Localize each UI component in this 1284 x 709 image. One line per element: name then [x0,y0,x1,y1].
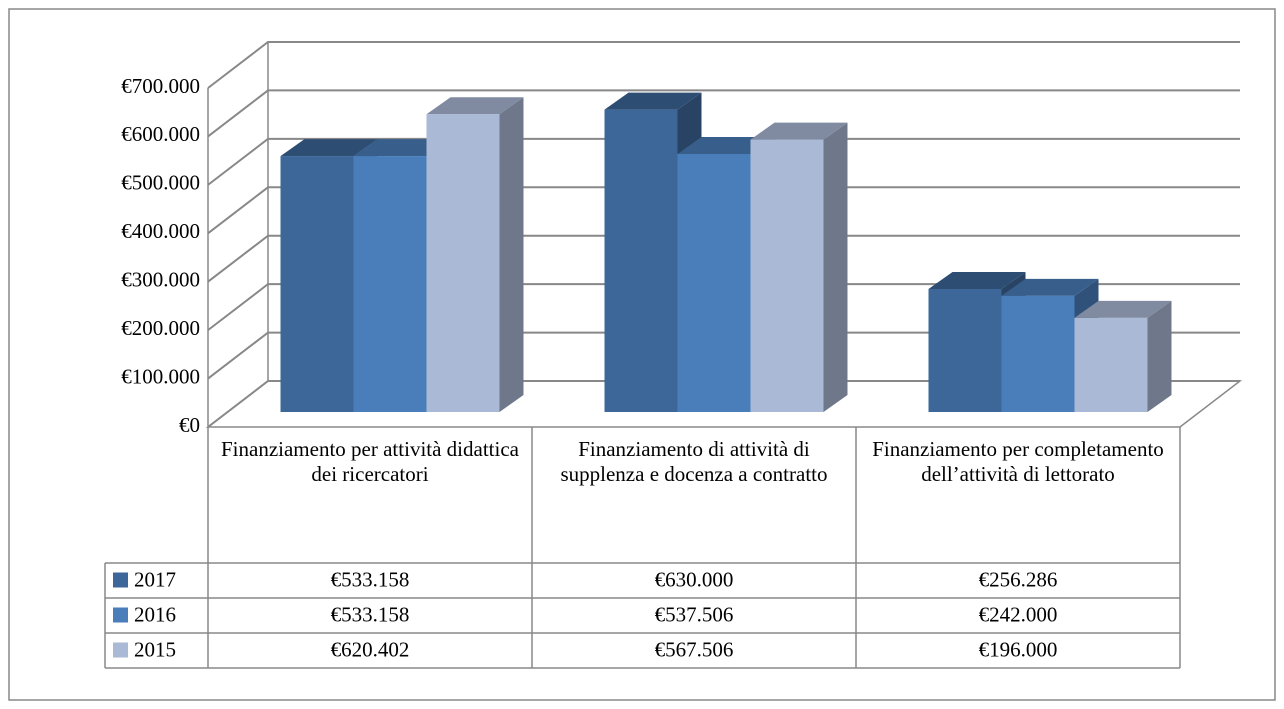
data-label: €533.158 [331,567,410,591]
bar [1001,295,1075,412]
y-tick-label: €500.000 [121,171,200,195]
bar-side [1147,300,1172,412]
legend-label: 2017 [134,567,176,591]
bar [928,288,1002,412]
data-label: €256.286 [979,567,1058,591]
data-label: €567.506 [655,637,734,661]
data-label: €242.000 [979,602,1058,626]
x-tick-label: Finanziamento di attività di supplenza e… [560,437,828,486]
bar-top [353,139,451,157]
bar-top [677,136,775,154]
bar [426,114,500,413]
bar-top [1001,278,1099,296]
bar-top [426,97,524,115]
y-tick-label: €700.000 [121,74,200,98]
legend-key [113,572,128,588]
category-label-box: Finanziamento per completamento dell’att… [872,437,1164,486]
bar-side [499,97,524,413]
bar-top [280,139,378,157]
category-label-box: Finanziamento di attività di supplenza e… [560,437,828,486]
bar-top [750,122,848,140]
bar [353,156,427,412]
category-label-box: Finanziamento per attività didattica dei… [221,437,519,486]
legend-label: 2016 [134,602,176,626]
x-tick-label: Finanziamento per attività didattica dei… [221,437,519,486]
data-label: €533.158 [331,602,410,626]
y-tick-label: €400.000 [121,219,200,243]
bar-side [823,122,848,413]
legend-key [113,607,128,623]
x-tick-label: Finanziamento per completamento dell’att… [872,437,1164,486]
bar-top [928,271,1026,289]
data-label: €196.000 [979,637,1058,661]
data-label: €537.506 [655,602,734,626]
y-tick-label: €100.000 [121,364,200,388]
bar [750,139,824,413]
bar-top [604,92,702,110]
y-tick-label: €0 [179,413,200,437]
bar-top [1074,300,1172,318]
legend-label: 2015 [134,637,176,661]
bar [677,153,751,412]
legend-key [113,642,128,658]
data-label: €630.000 [655,567,734,591]
y-tick-label: €600.000 [121,122,200,146]
data-label: €620.402 [331,637,410,661]
y-tick-label: €200.000 [121,316,200,340]
bar [1074,317,1148,412]
bar [280,156,354,412]
bar [604,109,678,412]
y-tick-label: €300.000 [121,268,200,292]
